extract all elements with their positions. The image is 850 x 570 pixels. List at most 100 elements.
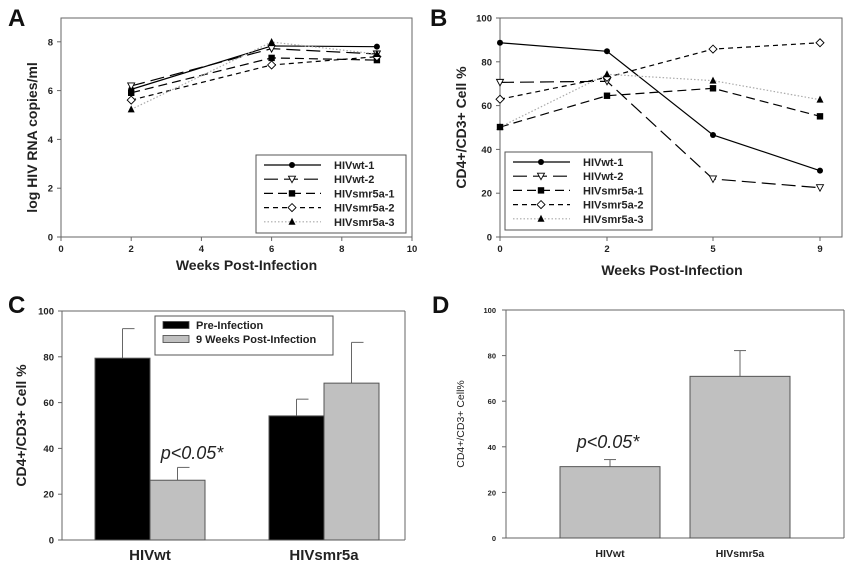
category-label: HIVsmr5a xyxy=(289,547,359,564)
legend-marker-hivwt-2 xyxy=(287,175,297,184)
data-point-hivwt-2 xyxy=(495,78,505,87)
legend-label-hivsmr5a-1: HIVsmr5a-1 xyxy=(334,188,395,200)
legend-label-hivwt-2: HIVwt-2 xyxy=(334,174,374,186)
legend-box xyxy=(255,154,407,234)
category-label: HIVwt xyxy=(129,547,171,564)
y-tick-label: 2 xyxy=(48,184,53,195)
x-axis-label: Weeks Post-Infection xyxy=(601,262,742,278)
legend-marker-hivwt-2 xyxy=(536,172,546,181)
data-point-hivwt-1 xyxy=(373,43,380,50)
bar-pre-infection-hivsmr5a xyxy=(268,415,325,541)
legend-label-hivsmr5a-3: HIVsmr5a-3 xyxy=(583,214,644,226)
data-point-hivwt-1 xyxy=(497,39,503,46)
data-point-hivsmr5a-2 xyxy=(126,95,136,105)
y-tick-label: 60 xyxy=(481,101,492,112)
data-point-hivwt-2 xyxy=(708,175,718,184)
legend-label-hivsmr5a-1: HIVsmr5a-1 xyxy=(583,185,644,197)
y-tick-label: 100 xyxy=(38,307,54,318)
panel-c: 0 20 40 60 80 100 CD4+/CD3+ Cell % HIVwt HIVsmr5… xyxy=(13,307,406,564)
legend-marker-hivsmr5a-1 xyxy=(288,190,296,197)
legend-label-9-weeks-post-infection: 9 Weeks Post-Infection xyxy=(196,334,316,346)
data-point-hivsmr5a-3 xyxy=(127,105,135,113)
y-tick-label: 0 xyxy=(48,233,53,244)
x-tick-label: 5 xyxy=(710,244,716,255)
bar-9-weeks-post-infection-hivwt xyxy=(149,479,206,541)
series-line-hivwt-1 xyxy=(499,42,821,172)
x-tick-label: 4 xyxy=(199,244,205,255)
panel-a: 0 2 4 6 8 10 0 2 4 6 8 Weeks Post-Infection log HIV … xyxy=(24,17,418,273)
x-tick-label: 10 xyxy=(407,244,418,255)
legend-label-hivsmr5a-2: HIVsmr5a-2 xyxy=(583,200,644,212)
series-line-hivsmr5a-1 xyxy=(499,87,821,128)
y-tick-label: 6 xyxy=(48,86,53,97)
y-tick-label: 100 xyxy=(476,14,492,25)
panel-b: 0 2 5 9 0 20 40 60 80 100 Weeks Post-Infection CD4+… xyxy=(453,14,843,278)
legend-box xyxy=(504,151,653,231)
bar-pre-infection-hivwt xyxy=(94,357,151,541)
legend-marker-hivsmr5a-3 xyxy=(537,214,545,222)
y-tick-label: 60 xyxy=(43,398,54,409)
x-axis-label: Weeks Post-Infection xyxy=(176,257,317,273)
y-tick-label: 4 xyxy=(48,135,54,146)
legend-swatch-pre-infection xyxy=(162,321,190,329)
data-point-hivwt-2 xyxy=(126,82,136,91)
x-tick-label: 9 xyxy=(817,244,822,255)
data-point-hivwt-2 xyxy=(815,184,825,193)
data-point-hivsmr5a-3 xyxy=(709,76,717,84)
x-tick-label: 0 xyxy=(58,244,63,255)
legend-swatch-9-weeks-post-infection xyxy=(162,335,190,343)
data-point-hivsmr5a-3 xyxy=(603,70,611,78)
data-point-hivsmr5a-2 xyxy=(495,94,505,104)
x-tick-label: 8 xyxy=(339,244,344,255)
series-line-hivwt-2 xyxy=(131,48,377,87)
data-point-hivwt-2 xyxy=(267,45,276,54)
panel-letter-c: C xyxy=(8,292,25,319)
category-label: HIVsmr5a xyxy=(716,548,765,560)
significance-annotation: p<0.05* xyxy=(576,432,641,452)
y-tick-label: 60 xyxy=(488,397,496,406)
legend-label-hivsmr5a-2: HIVsmr5a-2 xyxy=(334,203,395,215)
x-tick-label: 6 xyxy=(269,244,274,255)
bar-9-weeks-post-infection-hivsmr5a xyxy=(323,382,380,541)
data-point-hivsmr5a-1 xyxy=(268,54,275,62)
plot-frame xyxy=(60,17,413,238)
series-line-hivsmr5a-1 xyxy=(131,57,377,94)
x-tick-label: 2 xyxy=(604,244,609,255)
y-tick-label: 80 xyxy=(488,352,496,361)
series-line-hivsmr5a-3 xyxy=(499,73,821,128)
y-tick-label: 8 xyxy=(48,37,53,48)
legend-marker-hivsmr5a-2 xyxy=(287,202,297,213)
significance-annotation: p<0.05* xyxy=(160,443,225,463)
data-point-hivwt-1 xyxy=(710,131,716,138)
y-tick-label: 100 xyxy=(483,306,496,315)
legend-label-hivsmr5a-3: HIVsmr5a-3 xyxy=(334,217,395,229)
y-axis-label: log HIV RNA copies/ml xyxy=(24,62,40,212)
data-point-hivwt-1 xyxy=(604,48,610,55)
y-tick-label: 20 xyxy=(481,189,492,200)
y-tick-label: 40 xyxy=(488,443,496,452)
legend-marker-hivsmr5a-3 xyxy=(288,217,296,225)
bar-hivwt xyxy=(559,466,661,539)
data-point-hivsmr5a-1 xyxy=(816,113,824,120)
y-tick-label: 40 xyxy=(481,145,492,156)
legend-label-hivwt-2: HIVwt-2 xyxy=(583,171,623,183)
data-point-hivsmr5a-1 xyxy=(709,85,717,92)
data-point-hivsmr5a-2 xyxy=(815,38,825,48)
panel-letter-d: D xyxy=(432,292,449,319)
data-point-hivsmr5a-1 xyxy=(603,92,611,99)
y-tick-label: 80 xyxy=(481,57,492,68)
legend-marker-hivwt-1 xyxy=(538,159,544,165)
y-tick-label: 20 xyxy=(43,490,54,501)
data-point-hivsmr5a-3 xyxy=(816,95,824,103)
data-point-hivsmr5a-3 xyxy=(496,123,504,131)
legend-label-hivwt-1: HIVwt-1 xyxy=(334,160,374,172)
y-axis-label: CD4+/CD3+ Cell % xyxy=(453,66,469,189)
y-tick-label: 0 xyxy=(492,534,496,543)
y-tick-label: 80 xyxy=(43,352,54,363)
data-point-hivsmr5a-1 xyxy=(128,89,135,96)
data-point-hivsmr5a-2 xyxy=(266,60,277,70)
series-line-hivwt-2 xyxy=(499,80,821,189)
legend-marker-hivsmr5a-2 xyxy=(536,199,546,210)
y-tick-label: 20 xyxy=(488,488,496,497)
